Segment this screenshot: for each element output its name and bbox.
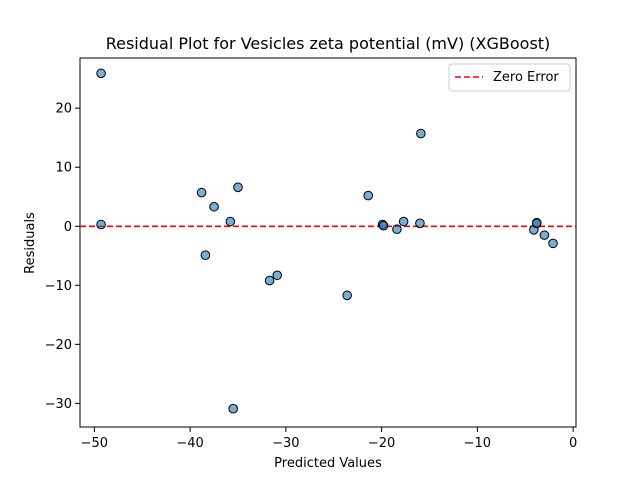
x-tick-label: −40 [176, 436, 203, 451]
chart-title: Residual Plot for Vesicles zeta potentia… [106, 34, 551, 53]
x-tick-label: 0 [569, 436, 577, 451]
x-tick-label: −50 [81, 436, 108, 451]
data-point [196, 187, 207, 198]
data-point [531, 218, 542, 229]
data-point [392, 224, 402, 235]
y-tick-label: −10 [45, 279, 72, 294]
data-point [416, 128, 426, 139]
data-point [209, 201, 219, 212]
y-axis-label: Residuals [23, 212, 38, 274]
y-tick-label: −20 [45, 338, 72, 353]
data-point [200, 250, 211, 260]
data-point [264, 275, 275, 286]
y-tick-label: −30 [45, 397, 72, 412]
data-point [342, 290, 352, 301]
y-axis: −30 −20 −10 0 10 20 [45, 102, 80, 412]
legend: Zero Error [448, 63, 571, 92]
scatter-points [96, 68, 558, 414]
y-tick-label: 10 [55, 161, 72, 176]
data-point [548, 238, 558, 249]
legend-label: Zero Error [493, 70, 559, 85]
data-point [228, 403, 239, 414]
data-point [398, 216, 409, 227]
data-point [272, 270, 283, 281]
data-point [96, 219, 106, 230]
y-tick-label: 20 [55, 102, 72, 117]
x-axis: −50 −40 −30 −20 −10 0 [81, 427, 577, 451]
x-tick-label: −10 [464, 436, 491, 451]
data-point [363, 190, 374, 201]
x-tick-label: −20 [368, 436, 395, 451]
legend-box [448, 63, 571, 92]
data-point [415, 218, 425, 229]
data-point [225, 216, 236, 227]
data-point [378, 220, 389, 231]
data-point [539, 230, 550, 240]
data-point [233, 182, 243, 193]
x-axis-label: Predicted Values [274, 456, 382, 471]
plot-area [79, 57, 577, 428]
x-tick-label: −30 [272, 436, 299, 451]
y-tick-label: 0 [64, 220, 72, 235]
data-point [96, 68, 106, 79]
